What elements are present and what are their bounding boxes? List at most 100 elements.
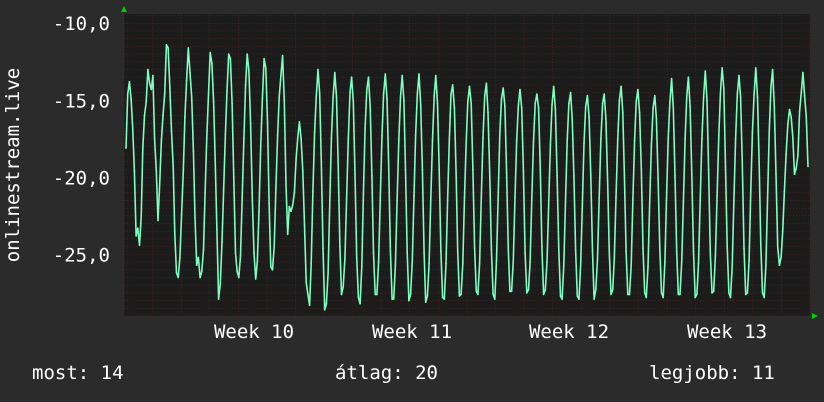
data-point bbox=[507, 248, 510, 251]
data-point bbox=[660, 292, 663, 294]
data-point bbox=[219, 282, 222, 285]
data-point bbox=[564, 201, 567, 203]
data-point bbox=[623, 175, 626, 177]
data-point bbox=[453, 107, 456, 109]
data-point bbox=[349, 91, 351, 94]
data-point bbox=[719, 93, 722, 95]
data-point bbox=[643, 292, 646, 294]
data-point bbox=[431, 139, 434, 142]
data-point bbox=[298, 121, 301, 123]
data-point bbox=[505, 171, 508, 174]
data-point bbox=[611, 289, 614, 291]
x-tick-label: Week 10 bbox=[214, 321, 294, 343]
data-point bbox=[297, 136, 299, 139]
data-point bbox=[440, 250, 442, 253]
data-point bbox=[280, 74, 282, 77]
data-point bbox=[743, 247, 745, 249]
data-point bbox=[374, 293, 377, 296]
data-point bbox=[302, 170, 304, 172]
data-point bbox=[775, 173, 777, 175]
data-point bbox=[392, 298, 395, 300]
data-point bbox=[675, 250, 678, 253]
data-point bbox=[435, 74, 437, 77]
data-point bbox=[724, 165, 727, 168]
data-point bbox=[325, 302, 328, 305]
data-point bbox=[514, 196, 516, 199]
data-point bbox=[251, 198, 254, 200]
data-point bbox=[290, 210, 292, 212]
data-point bbox=[542, 293, 545, 296]
data-point bbox=[795, 167, 797, 169]
data-point bbox=[556, 175, 558, 177]
data-point bbox=[761, 292, 764, 294]
data-point bbox=[739, 96, 742, 98]
data-point bbox=[770, 85, 772, 88]
data-point bbox=[645, 296, 648, 299]
data-point bbox=[800, 91, 803, 94]
data-point bbox=[679, 293, 681, 296]
data-point bbox=[480, 196, 483, 199]
data-point bbox=[366, 88, 368, 91]
data-point bbox=[249, 122, 252, 125]
data-point bbox=[704, 70, 707, 72]
data-point bbox=[512, 259, 515, 262]
data-point bbox=[443, 298, 446, 300]
data-point bbox=[177, 276, 179, 279]
data-point bbox=[583, 142, 585, 145]
data-point bbox=[790, 116, 792, 118]
data-point bbox=[499, 133, 501, 135]
data-point bbox=[633, 139, 636, 142]
data-point bbox=[520, 107, 523, 109]
data-point bbox=[359, 302, 361, 305]
data-point bbox=[648, 201, 651, 203]
data-point bbox=[169, 85, 171, 88]
data-point bbox=[222, 187, 225, 189]
data-point bbox=[632, 198, 634, 200]
data-point bbox=[244, 84, 247, 86]
data-point bbox=[350, 76, 353, 78]
data-point bbox=[254, 278, 257, 280]
data-point bbox=[569, 91, 572, 94]
data-point bbox=[802, 71, 804, 74]
data-point bbox=[467, 101, 469, 103]
data-point bbox=[150, 88, 153, 91]
data-point bbox=[712, 290, 715, 293]
data-point bbox=[281, 54, 284, 57]
data-point bbox=[182, 170, 185, 172]
data-point bbox=[362, 193, 365, 196]
data-point bbox=[728, 292, 730, 294]
data-point bbox=[716, 195, 718, 197]
data-point bbox=[167, 47, 169, 49]
data-point bbox=[652, 107, 654, 109]
data-point bbox=[547, 202, 550, 205]
data-point bbox=[371, 175, 373, 177]
data-point bbox=[138, 244, 141, 246]
data-point bbox=[236, 270, 238, 273]
data-point bbox=[133, 170, 136, 172]
data-point bbox=[574, 248, 577, 251]
data-point bbox=[221, 241, 223, 243]
data-point bbox=[707, 168, 710, 171]
data-point bbox=[445, 262, 447, 265]
data-point bbox=[211, 62, 213, 65]
data-point bbox=[647, 265, 649, 268]
data-point bbox=[448, 139, 451, 142]
data-point bbox=[549, 144, 552, 146]
data-point bbox=[322, 247, 324, 249]
data-point bbox=[797, 155, 799, 157]
y-axis-ticks: -10,0 -15,0 -20,0 -25,0 bbox=[53, 13, 110, 266]
data-point bbox=[687, 76, 690, 78]
data-point bbox=[265, 67, 267, 69]
data-point bbox=[541, 245, 543, 248]
data-point bbox=[697, 262, 700, 265]
data-point bbox=[396, 199, 398, 202]
data-point bbox=[192, 150, 195, 152]
data-point bbox=[546, 261, 548, 263]
data-point bbox=[596, 258, 599, 260]
data-point bbox=[573, 175, 575, 177]
data-point bbox=[303, 224, 306, 226]
data-point bbox=[233, 178, 235, 180]
data-point bbox=[143, 114, 146, 117]
line-chart: -10,0-15,0-20,0-25,0 Week 10 Week 11 Week … bbox=[2, 6, 818, 343]
data-point bbox=[414, 134, 417, 137]
